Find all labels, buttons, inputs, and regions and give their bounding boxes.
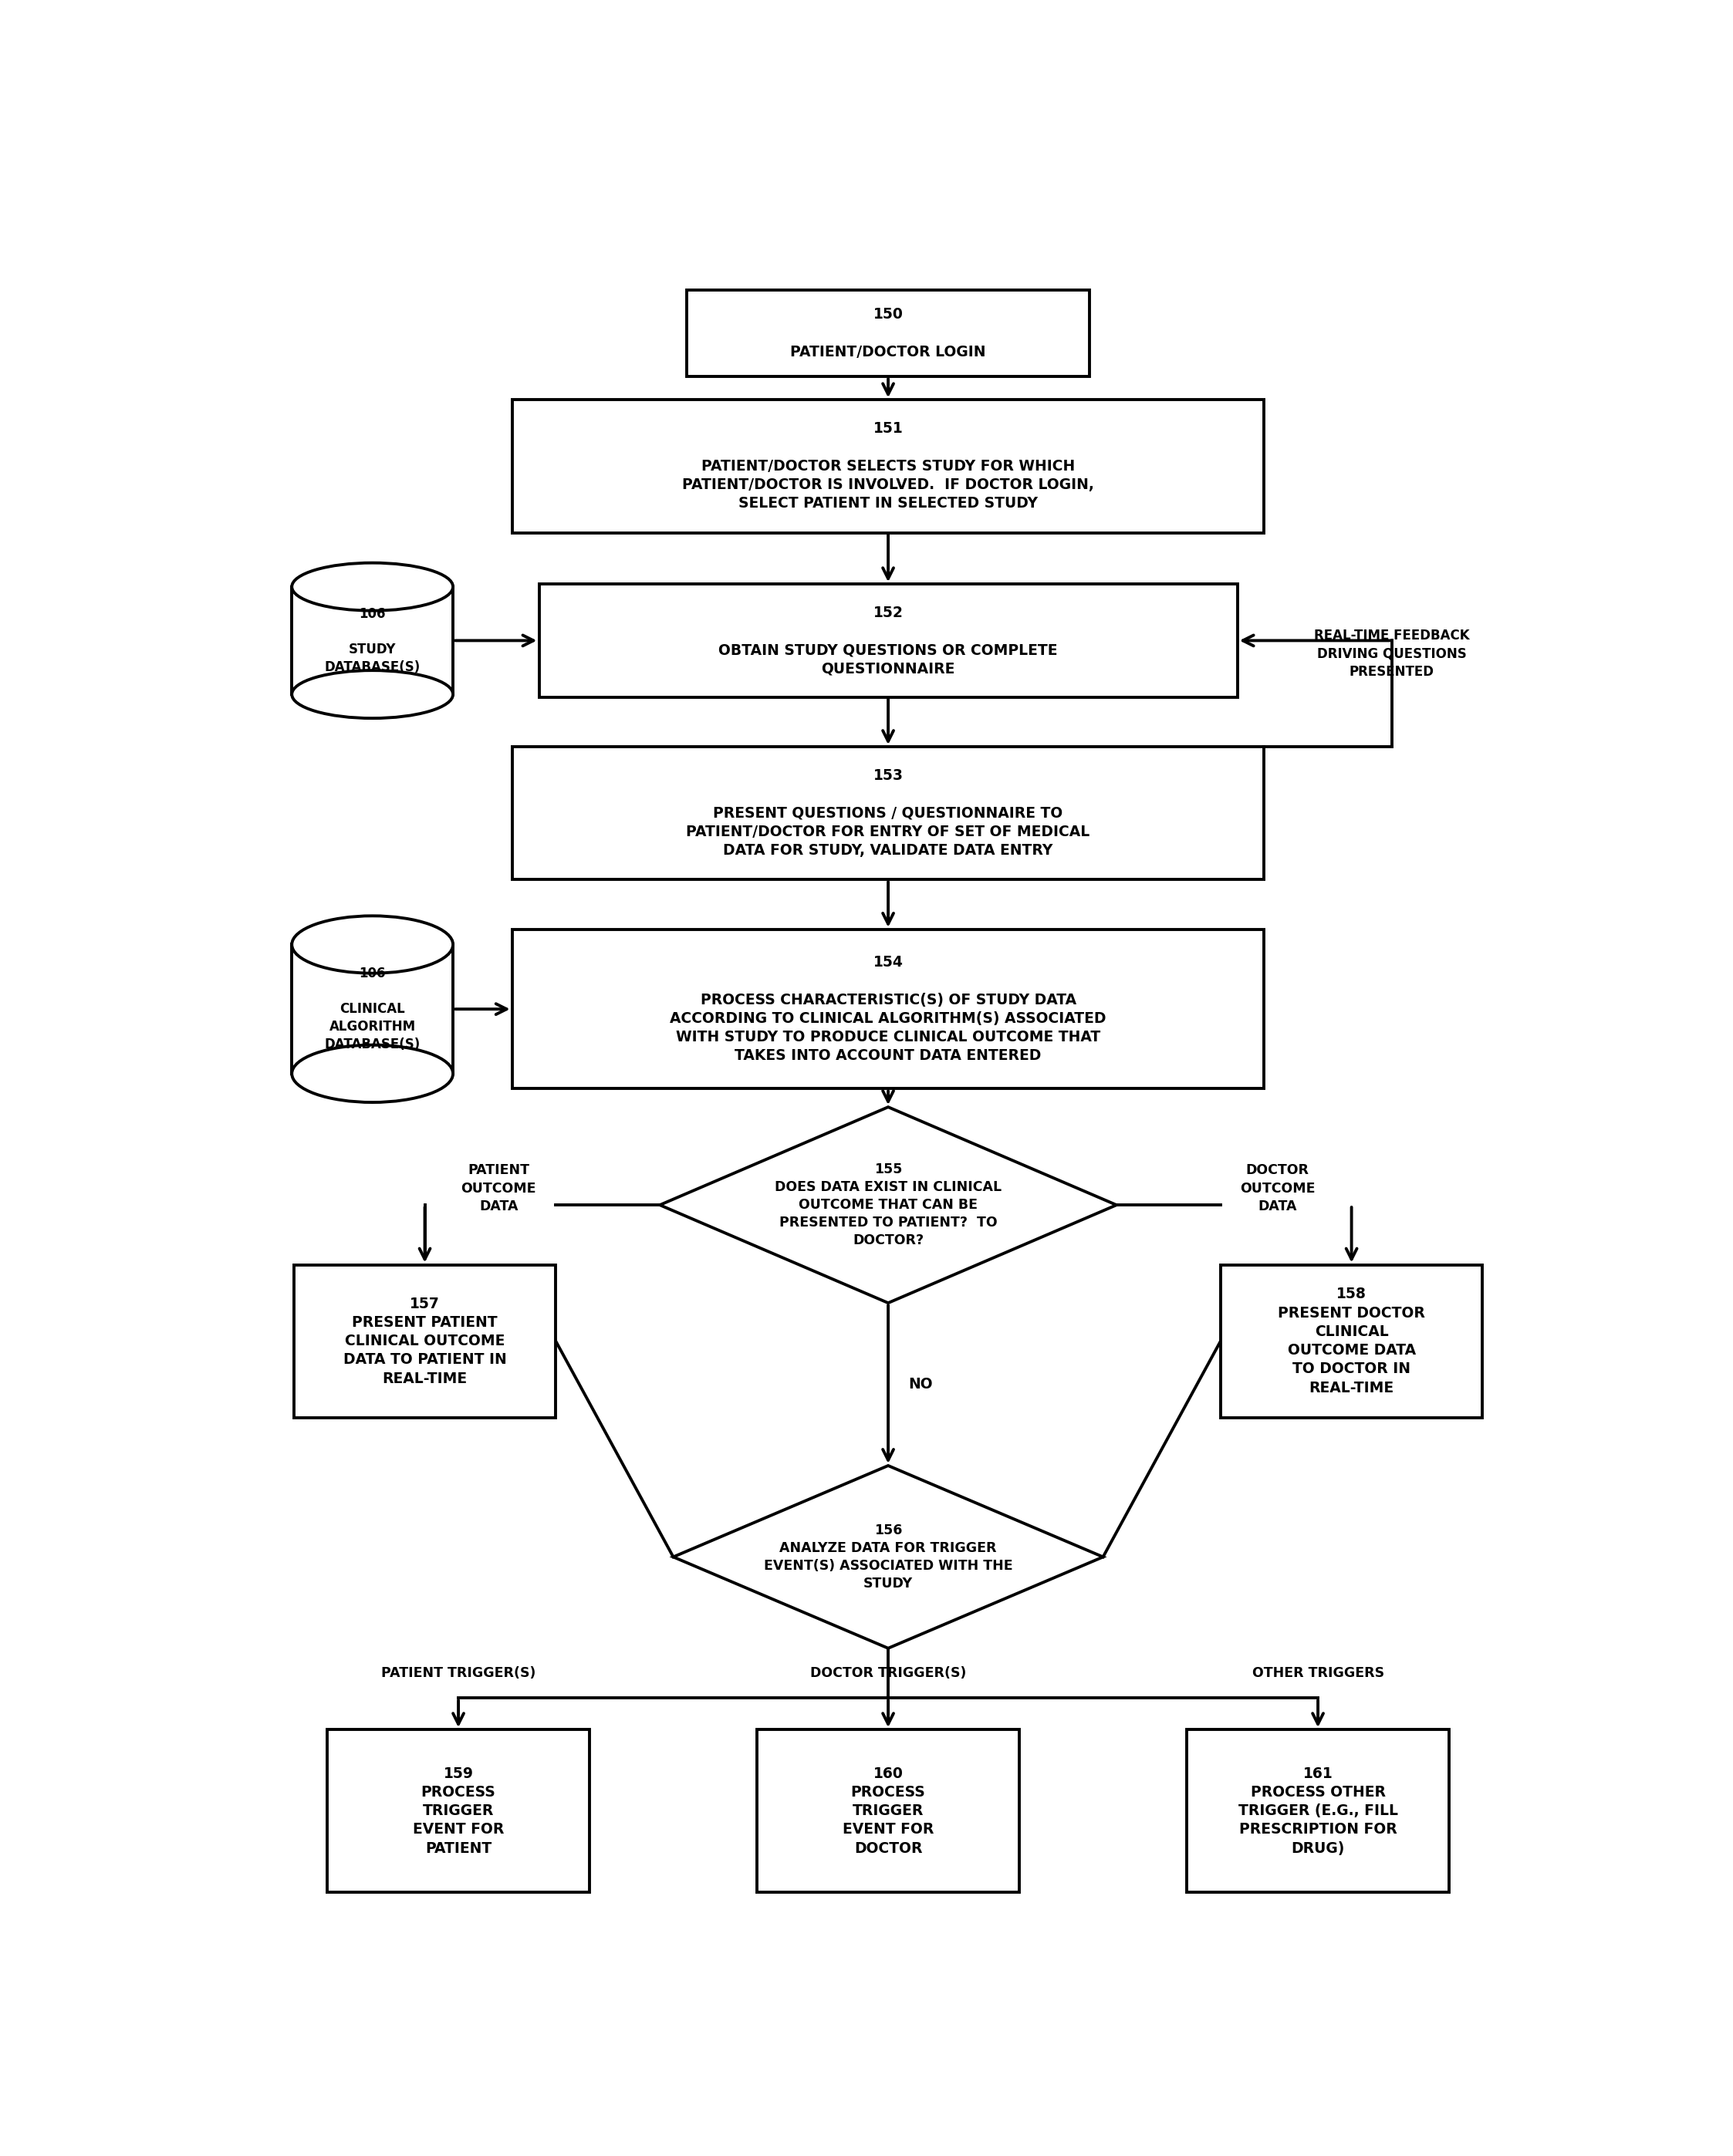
Text: 106

CLINICAL
ALGORITHM
DATABASE(S): 106 CLINICAL ALGORITHM DATABASE(S) (324, 966, 421, 1052)
Text: 155
DOES DATA EXIST IN CLINICAL
OUTCOME THAT CAN BE
PRESENTED TO PATIENT?  TO
DO: 155 DOES DATA EXIST IN CLINICAL OUTCOME … (775, 1162, 1002, 1248)
Text: 106

STUDY
DATABASE(S): 106 STUDY DATABASE(S) (324, 608, 421, 675)
Text: REAL-TIME FEEDBACK
DRIVING QUESTIONS
PRESENTED: REAL-TIME FEEDBACK DRIVING QUESTIONS PRE… (1314, 630, 1470, 679)
FancyBboxPatch shape (513, 929, 1265, 1089)
FancyBboxPatch shape (1220, 1266, 1482, 1416)
Ellipse shape (291, 563, 452, 610)
Polygon shape (660, 1106, 1116, 1302)
Text: 152

OBTAIN STUDY QUESTIONS OR COMPLETE
QUESTIONNAIRE: 152 OBTAIN STUDY QUESTIONS OR COMPLETE Q… (719, 606, 1057, 677)
Text: 156
ANALYZE DATA FOR TRIGGER
EVENT(S) ASSOCIATED WITH THE
STUDY: 156 ANALYZE DATA FOR TRIGGER EVENT(S) AS… (764, 1524, 1012, 1591)
Polygon shape (672, 1466, 1104, 1647)
Text: DOCTOR
OUTCOME
DATA: DOCTOR OUTCOME DATA (1241, 1164, 1315, 1214)
Text: 151

PATIENT/DOCTOR SELECTS STUDY FOR WHICH
PATIENT/DOCTOR IS INVOLVED.  IF DOCT: 151 PATIENT/DOCTOR SELECTS STUDY FOR WHI… (683, 420, 1094, 511)
Text: 154

PROCESS CHARACTERISTIC(S) OF STUDY DATA
ACCORDING TO CLINICAL ALGORITHM(S) : 154 PROCESS CHARACTERISTIC(S) OF STUDY D… (671, 955, 1106, 1063)
FancyBboxPatch shape (1187, 1729, 1449, 1893)
Text: 159
PROCESS
TRIGGER
EVENT FOR
PATIENT: 159 PROCESS TRIGGER EVENT FOR PATIENT (412, 1766, 504, 1856)
Text: NO: NO (908, 1378, 932, 1391)
FancyBboxPatch shape (328, 1729, 589, 1893)
Text: 160
PROCESS
TRIGGER
EVENT FOR
DOCTOR: 160 PROCESS TRIGGER EVENT FOR DOCTOR (842, 1766, 934, 1856)
Text: OTHER TRIGGERS: OTHER TRIGGERS (1251, 1667, 1385, 1680)
Ellipse shape (291, 916, 452, 972)
Ellipse shape (291, 671, 452, 718)
Text: 153

PRESENT QUESTIONS / QUESTIONNAIRE TO
PATIENT/DOCTOR FOR ENTRY OF SET OF MED: 153 PRESENT QUESTIONS / QUESTIONNAIRE TO… (686, 768, 1090, 858)
Text: DOCTOR TRIGGER(S): DOCTOR TRIGGER(S) (809, 1667, 967, 1680)
Text: PATIENT
OUTCOME
DATA: PATIENT OUTCOME DATA (461, 1164, 535, 1214)
Text: 150

PATIENT/DOCTOR LOGIN: 150 PATIENT/DOCTOR LOGIN (790, 308, 986, 360)
FancyBboxPatch shape (686, 291, 1090, 377)
FancyBboxPatch shape (291, 586, 452, 694)
FancyBboxPatch shape (513, 746, 1265, 880)
Text: 158
PRESENT DOCTOR
CLINICAL
OUTCOME DATA
TO DOCTOR IN
REAL-TIME: 158 PRESENT DOCTOR CLINICAL OUTCOME DATA… (1277, 1287, 1425, 1395)
Text: 161
PROCESS OTHER
TRIGGER (E.G., FILL
PRESCRIPTION FOR
DRUG): 161 PROCESS OTHER TRIGGER (E.G., FILL PR… (1237, 1766, 1399, 1856)
Text: 157
PRESENT PATIENT
CLINICAL OUTCOME
DATA TO PATIENT IN
REAL-TIME: 157 PRESENT PATIENT CLINICAL OUTCOME DAT… (343, 1296, 506, 1386)
FancyBboxPatch shape (539, 584, 1237, 696)
FancyBboxPatch shape (295, 1266, 556, 1416)
FancyBboxPatch shape (757, 1729, 1019, 1893)
Ellipse shape (291, 1046, 452, 1102)
FancyBboxPatch shape (513, 399, 1265, 533)
Text: PATIENT TRIGGER(S): PATIENT TRIGGER(S) (381, 1667, 535, 1680)
FancyBboxPatch shape (291, 944, 452, 1074)
